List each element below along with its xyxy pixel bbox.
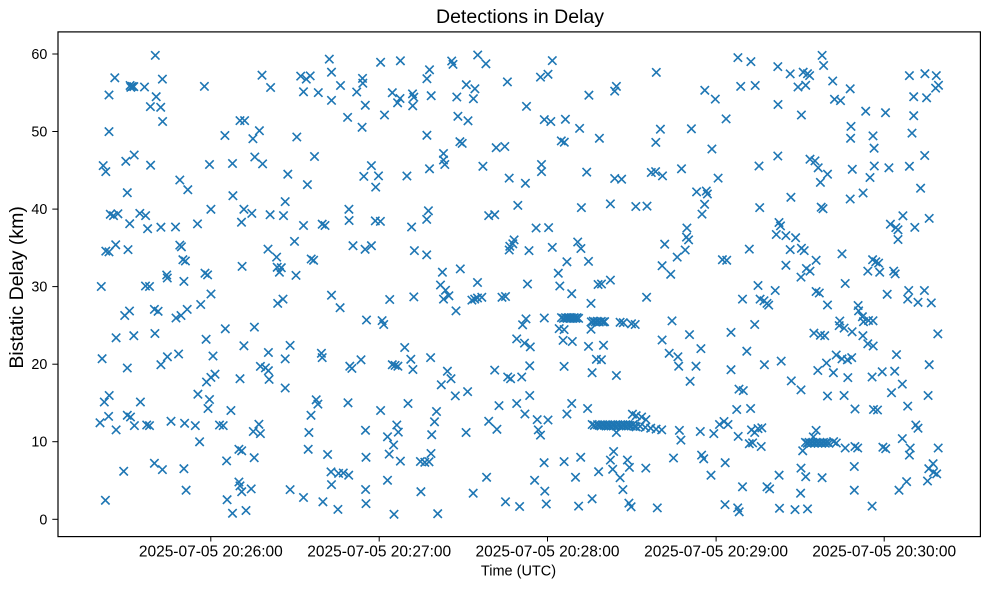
svg-text:2025-07-05 20:28:00: 2025-07-05 20:28:00 [476,544,620,561]
svg-text:2025-07-05 20:30:00: 2025-07-05 20:30:00 [812,544,956,561]
svg-text:2025-07-05 20:26:00: 2025-07-05 20:26:00 [139,544,283,561]
svg-text:2025-07-05 20:29:00: 2025-07-05 20:29:00 [644,544,788,561]
svg-text:2025-07-05 20:27:00: 2025-07-05 20:27:00 [307,544,451,561]
svg-text:Detections in Delay: Detections in Delay [436,6,604,28]
svg-text:50: 50 [31,125,47,141]
svg-text:0: 0 [39,512,47,528]
svg-text:20: 20 [31,357,47,373]
svg-text:60: 60 [31,47,47,63]
svg-text:Time (UTC): Time (UTC) [481,564,556,580]
svg-text:30: 30 [31,280,47,296]
svg-text:40: 40 [31,202,47,218]
svg-text:10: 10 [31,435,47,451]
svg-text:Bistatic Delay (km): Bistatic Delay (km) [6,206,28,369]
